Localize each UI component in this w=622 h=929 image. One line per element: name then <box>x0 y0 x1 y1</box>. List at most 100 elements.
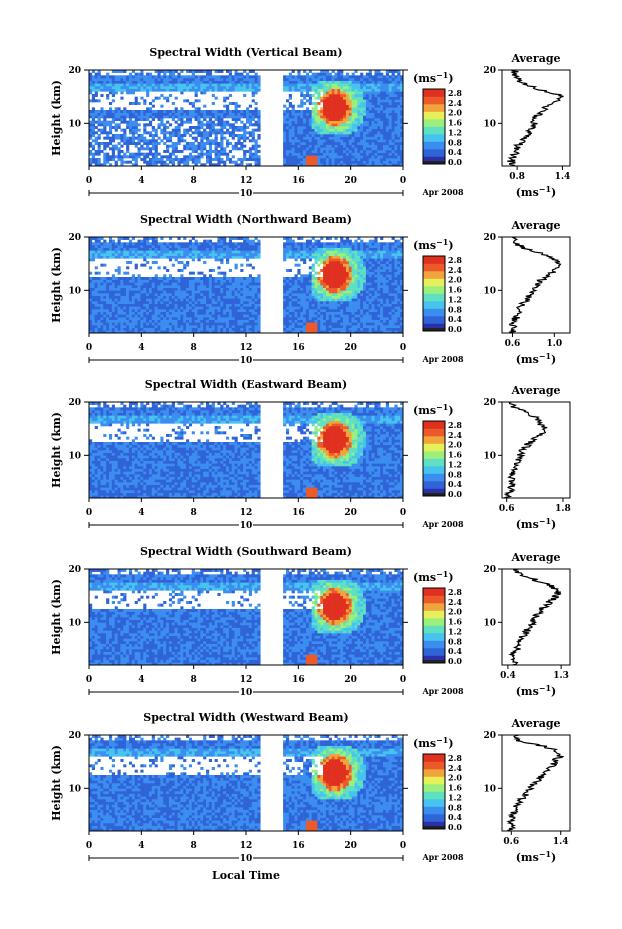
heatmap-cell <box>292 250 295 253</box>
heatmap-cell <box>255 306 258 309</box>
heatmap-cell <box>289 282 292 285</box>
heatmap-cell <box>349 86 352 89</box>
heatmap-cell <box>126 261 129 264</box>
heatmap-cell <box>189 155 192 158</box>
heatmap-cell <box>135 285 138 288</box>
heatmap-cell <box>146 298 149 301</box>
heatmap-cell <box>240 325 243 328</box>
heatmap-cell <box>203 86 206 89</box>
heatmap-cell <box>95 139 98 142</box>
heatmap-cell <box>315 123 318 126</box>
heatmap-cell <box>106 242 109 245</box>
heatmap-cell <box>283 306 286 309</box>
heatmap-cell <box>95 322 98 325</box>
heatmap-cell <box>166 285 169 288</box>
heatmap-cell <box>360 137 363 140</box>
heatmap-cell <box>166 320 169 323</box>
heatmap-cell <box>292 123 295 126</box>
heatmap-cell <box>200 248 203 251</box>
heatmap-cell <box>352 99 355 102</box>
heatmap-cell <box>377 139 380 142</box>
heatmap-cell <box>352 150 355 153</box>
heatmap-cell <box>180 280 183 283</box>
heatmap-cell <box>237 328 240 331</box>
heatmap-cell <box>166 296 169 299</box>
heatmap-cell <box>92 78 95 81</box>
heatmap-cell <box>200 309 203 312</box>
heatmap-cell <box>289 115 292 118</box>
heatmap-cell <box>332 115 335 118</box>
heatmap-cell <box>363 99 366 102</box>
heatmap-cell <box>158 110 161 113</box>
heatmap-cell <box>380 139 383 142</box>
heatmap-cell <box>306 322 309 325</box>
heatmap-cell <box>372 105 375 108</box>
heatmap-cell <box>392 118 395 121</box>
heatmap-cell <box>337 134 340 137</box>
heatmap-cell <box>118 280 121 283</box>
heatmap-cell <box>169 153 172 156</box>
heatmap-cell <box>374 78 377 81</box>
heatmap-cell <box>309 296 312 299</box>
heatmap-cell <box>300 317 303 320</box>
heatmap-cell <box>118 285 121 288</box>
heatmap-cell <box>103 115 106 118</box>
heatmap-cell <box>197 282 200 285</box>
heatmap-cell <box>289 248 292 251</box>
heatmap-cell <box>343 115 346 118</box>
heatmap-cell <box>166 312 169 315</box>
heatmap-cell <box>197 317 200 320</box>
heatmap-cell <box>183 320 186 323</box>
heatmap-cell <box>283 134 286 137</box>
heatmap-cell <box>317 89 320 92</box>
heatmap-cell <box>315 306 318 309</box>
heatmap-cell <box>235 322 238 325</box>
heatmap-cell <box>303 325 306 328</box>
heatmap-cell <box>332 139 335 142</box>
heatmap-cell <box>372 123 375 126</box>
heatmap-cell <box>300 325 303 328</box>
heatmap-cell <box>366 142 369 145</box>
heatmap-cell <box>332 142 335 145</box>
heatmap-cell <box>220 83 223 86</box>
heatmap-cell <box>140 250 143 253</box>
heatmap-cell <box>135 280 138 283</box>
heatmap-cell <box>203 129 206 132</box>
heatmap-cell <box>166 121 169 124</box>
heatmap-cell <box>158 97 161 100</box>
heatmap-cell <box>220 121 223 124</box>
heatmap-cell <box>149 131 152 134</box>
heatmap-cell <box>152 115 155 118</box>
heatmap-cell <box>200 293 203 296</box>
heatmap-cell <box>123 86 126 89</box>
heatmap-cell <box>115 314 118 317</box>
heatmap-cell <box>98 137 101 140</box>
heatmap-cell <box>306 317 309 320</box>
heatmap-cell <box>232 293 235 296</box>
heatmap-cell <box>303 314 306 317</box>
heatmap-cell <box>249 306 252 309</box>
heatmap-cell <box>240 113 243 116</box>
heatmap-cell <box>118 250 121 253</box>
heatmap-cell <box>215 150 218 153</box>
heatmap-cell <box>212 94 215 97</box>
heatmap-cell <box>120 301 123 304</box>
heatmap-cell <box>209 86 212 89</box>
heatmap-cell <box>149 282 152 285</box>
heatmap-cell <box>118 293 121 296</box>
heatmap-cell <box>98 242 101 245</box>
heatmap-cell <box>140 134 143 137</box>
heatmap-cell <box>123 282 126 285</box>
heatmap-cell <box>100 131 103 134</box>
heatmap-cell <box>249 139 252 142</box>
heatmap-cell <box>177 314 180 317</box>
heatmap-cell <box>306 304 309 307</box>
heatmap-cell <box>386 78 389 81</box>
heatmap-cell <box>180 328 183 331</box>
heatmap-cell <box>357 102 360 105</box>
heatmap-cell <box>149 306 152 309</box>
heatmap-cell <box>320 99 323 102</box>
heatmap-cell <box>309 83 312 86</box>
heatmap-cell <box>163 245 166 248</box>
heatmap-cell <box>394 129 397 132</box>
